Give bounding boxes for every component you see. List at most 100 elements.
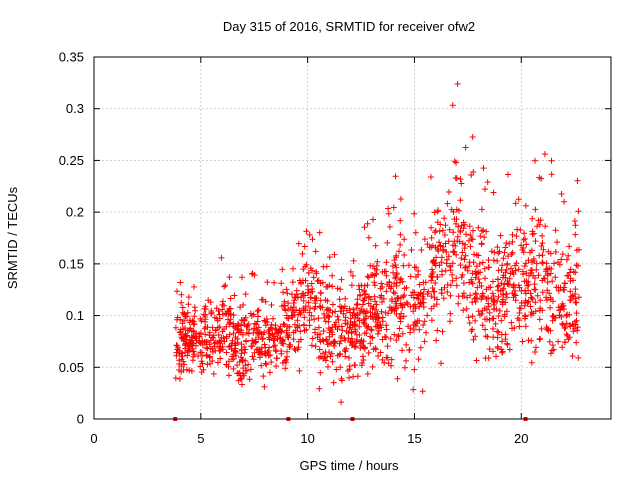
- data-point: [211, 340, 218, 347]
- data-point: [312, 248, 319, 255]
- data-point: [383, 354, 390, 361]
- data-point: [369, 334, 376, 341]
- data-point: [414, 318, 421, 325]
- data-point: [370, 303, 377, 310]
- data-point: [239, 357, 245, 364]
- data-point: [500, 255, 507, 262]
- data-point: [456, 238, 463, 245]
- data-point: [350, 257, 357, 264]
- data-point: [360, 357, 367, 363]
- data-point: [189, 345, 196, 352]
- data-point: [179, 320, 186, 327]
- data-point: [236, 369, 243, 376]
- y-tick-label: 0.25: [59, 153, 84, 168]
- data-point: [293, 287, 300, 294]
- data-point: [372, 345, 379, 352]
- data-point: [333, 366, 340, 373]
- data-point: [496, 307, 503, 314]
- data-point: [261, 317, 268, 324]
- data-point: [239, 274, 245, 281]
- data-point: [295, 240, 302, 247]
- data-point: [453, 251, 460, 258]
- data-point: [555, 259, 561, 266]
- data-point: [540, 275, 547, 282]
- data-point: [197, 363, 204, 370]
- data-point: [449, 277, 456, 284]
- data-point: [420, 279, 427, 286]
- data-point: [371, 310, 378, 317]
- data-point: [258, 362, 265, 369]
- data-point: [512, 287, 519, 294]
- data-point: [262, 298, 269, 305]
- data-point: [440, 295, 447, 302]
- data-point: [538, 243, 545, 249]
- data-point: [446, 189, 452, 195]
- data-point: [316, 385, 323, 392]
- data-point: [576, 246, 582, 253]
- data-point: [453, 282, 460, 289]
- data-point: [210, 332, 217, 339]
- x-tick-label: 0: [90, 431, 97, 446]
- data-point: [254, 308, 261, 314]
- data-point: [216, 324, 223, 330]
- data-point: [414, 295, 421, 302]
- data-point: [322, 297, 329, 303]
- data-point: [375, 327, 382, 334]
- data-point: [242, 291, 249, 298]
- data-point: [554, 239, 560, 246]
- data-point: [256, 354, 263, 361]
- data-point: [563, 256, 570, 263]
- data-point: [200, 366, 207, 373]
- data-point: [528, 359, 535, 366]
- data-point: [515, 196, 522, 203]
- data-point: [337, 364, 344, 371]
- data-point: [178, 299, 185, 306]
- data-point: [219, 343, 226, 350]
- data-point: [411, 210, 418, 217]
- data-point: [223, 361, 230, 368]
- data-point: [537, 217, 544, 224]
- data-point: [393, 252, 400, 259]
- data-point: [245, 361, 252, 368]
- data-point: [450, 208, 457, 215]
- data-point: [235, 322, 242, 329]
- data-point: [306, 322, 313, 329]
- data-point: [439, 227, 446, 234]
- data-point: [250, 356, 257, 363]
- data-point: [465, 314, 472, 321]
- data-point: [573, 339, 580, 346]
- data-point: [241, 349, 248, 356]
- data-point: [182, 349, 189, 356]
- data-point: [252, 339, 259, 346]
- data-point: [483, 228, 490, 235]
- data-point: [539, 289, 546, 296]
- data-point: [462, 264, 468, 271]
- y-tick-label: 0.35: [59, 50, 84, 65]
- data-point: [249, 353, 256, 360]
- data-point: [382, 309, 389, 316]
- data-point: [429, 259, 436, 266]
- data-point: [475, 252, 482, 259]
- data-point: [380, 295, 387, 302]
- data-point: [191, 351, 198, 358]
- data-point: [424, 241, 431, 248]
- data-point: [452, 243, 459, 249]
- data-point: [503, 240, 510, 247]
- data-point: [329, 329, 336, 336]
- data-point: [514, 226, 521, 233]
- data-point: [527, 303, 534, 310]
- data-point: [395, 332, 402, 339]
- data-point: [523, 241, 530, 248]
- data-point: [232, 334, 239, 341]
- data-point: [315, 315, 322, 322]
- data-point: [410, 386, 417, 393]
- data-point: [521, 230, 528, 237]
- data-point: [304, 283, 311, 289]
- data-point: [383, 259, 390, 266]
- data-point: [311, 305, 318, 312]
- data-point: [491, 297, 498, 304]
- data-point: [281, 302, 288, 309]
- data-point: [482, 186, 488, 193]
- data-point: [291, 294, 298, 301]
- data-point: [463, 231, 470, 238]
